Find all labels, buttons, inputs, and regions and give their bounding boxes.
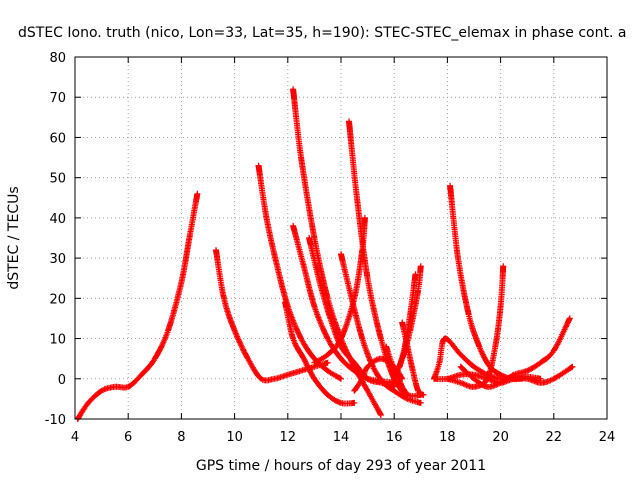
x-tick-label: 4 [71, 430, 79, 445]
y-tick-label: 0 [58, 373, 66, 388]
data-point-markers [457, 315, 573, 390]
y-axis-label: dSTEC / TECUs [6, 186, 22, 289]
data-point-markers [255, 162, 344, 382]
y-tick-label: 60 [49, 131, 66, 146]
x-tick-label: 20 [492, 430, 509, 445]
data-point-markers [282, 299, 358, 407]
series-arc-8 [338, 251, 424, 406]
ticks-layer [74, 56, 608, 420]
x-tick-label: 12 [280, 430, 297, 445]
y-tick-label: 80 [49, 51, 66, 66]
y-tick-label: 70 [49, 91, 66, 106]
x-tick-label: 6 [124, 430, 132, 445]
tick-labels-layer: 4 6 8 10 12 14 16 18 20 22 24 -10 0 10 20 30 40 50 60 70 80 [45, 51, 616, 445]
data-point-markers [311, 214, 368, 366]
x-tick-label: 18 [439, 430, 456, 445]
x-tick-label: 14 [333, 430, 350, 445]
x-axis-label: GPS time / hours of day 293 of year 2011 [196, 458, 486, 474]
y-tick-label: -10 [45, 413, 66, 428]
series-arc-19 [457, 315, 573, 390]
x-tick-label: 24 [599, 430, 616, 445]
points-layer [74, 86, 576, 422]
series-arc-15 [396, 271, 419, 370]
x-tick-label: 8 [177, 430, 185, 445]
y-tick-label: 30 [49, 252, 66, 267]
y-tick-label: 50 [49, 172, 66, 187]
data-point-markers [447, 182, 525, 383]
data-point-markers [444, 263, 507, 390]
chart-title: dSTEC Iono. truth (nico, Lon=33, Lat=35,… [18, 25, 626, 41]
series-arc-7 [306, 235, 398, 390]
series-arc-3 [255, 162, 344, 382]
data-point-markers [306, 235, 398, 390]
y-tick-label: 20 [49, 292, 66, 307]
series-arc-20 [444, 263, 507, 390]
series-arc-10 [311, 214, 368, 366]
x-tick-label: 10 [226, 430, 243, 445]
data-point-markers [338, 251, 424, 406]
x-tick-label: 22 [546, 430, 563, 445]
data-point-markers [396, 271, 419, 370]
y-tick-label: 40 [49, 212, 66, 227]
x-tick-label: 16 [386, 430, 403, 445]
series-arc-4 [282, 299, 358, 407]
grid-layer [75, 57, 607, 419]
series-arc-17 [447, 182, 525, 383]
y-tick-label: 10 [49, 333, 66, 348]
